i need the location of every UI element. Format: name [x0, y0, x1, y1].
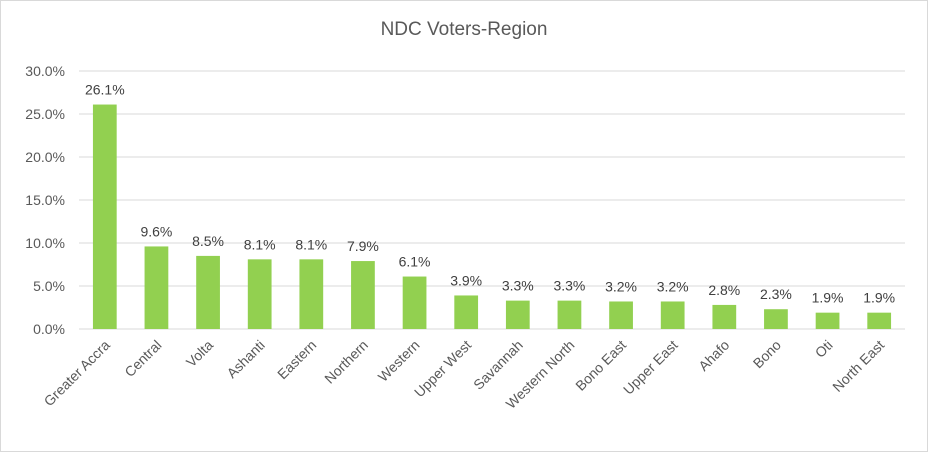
category-label: Central [121, 337, 164, 380]
bars [92, 104, 892, 329]
y-tick-label: 5.0% [33, 278, 65, 294]
y-axis-ticks: 0.0% 5.0% 10.0% 15.0% 20.0% 25.0% 30.0% [25, 63, 65, 337]
data-label: 3.9% [450, 272, 482, 288]
data-label: 3.3% [553, 278, 585, 294]
category-label: Northern [321, 337, 371, 387]
data-label: 3.3% [502, 278, 534, 294]
bar-western-north [557, 300, 582, 329]
bar-oti [815, 312, 840, 329]
data-label: 1.9% [863, 290, 895, 306]
category-label: Volta [183, 337, 216, 370]
bar-eastern [299, 259, 324, 329]
bar-volta [196, 255, 220, 329]
data-label: 2.3% [760, 286, 792, 302]
bar-north-east [867, 312, 892, 329]
y-tick-label: 15.0% [25, 192, 65, 208]
bar-northern [351, 261, 375, 329]
category-label: Eastern [274, 337, 319, 382]
bar-ashanti [247, 259, 272, 329]
category-label: Ahafo [695, 337, 732, 374]
category-label: Oti [812, 337, 836, 361]
y-tick-label: 30.0% [25, 63, 65, 79]
category-label: Western [375, 337, 423, 385]
bar-upper-west [454, 295, 479, 329]
data-labels: 26.1% 9.6% 8.5% 8.1% 8.1% 7.9% 6.1% 3.9% 3.3% 3.3… [85, 82, 895, 306]
data-label: 3.2% [657, 278, 689, 294]
bar-bono [764, 309, 788, 329]
category-label: Bono [750, 337, 785, 372]
category-label: Greater Accra [41, 337, 114, 410]
y-tick-label: 0.0% [33, 321, 65, 337]
y-tick-label: 20.0% [25, 149, 65, 165]
bar-savannah [505, 300, 530, 329]
bar-upper-east [660, 301, 685, 329]
x-axis-categories: Greater Accra Central Volta Ashanti Eastern N… [41, 337, 888, 412]
y-tick-label: 25.0% [25, 106, 65, 122]
chart-title: NDC Voters-Region [380, 19, 548, 40]
data-label: 26.1% [85, 82, 125, 98]
category-label: Upper East [620, 337, 681, 398]
category-label: Ashanti [223, 337, 267, 381]
bar-central [144, 246, 169, 329]
bar-western [402, 276, 427, 329]
data-label: 9.6% [140, 223, 172, 239]
data-label: 8.1% [244, 236, 276, 252]
bar-bono-east [609, 301, 633, 329]
y-tick-label: 10.0% [25, 235, 65, 251]
data-label: 2.8% [708, 282, 740, 298]
data-label: 3.2% [605, 278, 637, 294]
bar-ahafo [712, 304, 737, 329]
data-label: 7.9% [347, 238, 379, 254]
data-label: 1.9% [812, 290, 844, 306]
bar-greater-accra [92, 104, 117, 329]
data-label: 8.1% [295, 236, 327, 252]
data-label: 6.1% [399, 254, 431, 270]
data-label: 8.5% [192, 233, 224, 249]
category-label: North East [829, 337, 887, 395]
